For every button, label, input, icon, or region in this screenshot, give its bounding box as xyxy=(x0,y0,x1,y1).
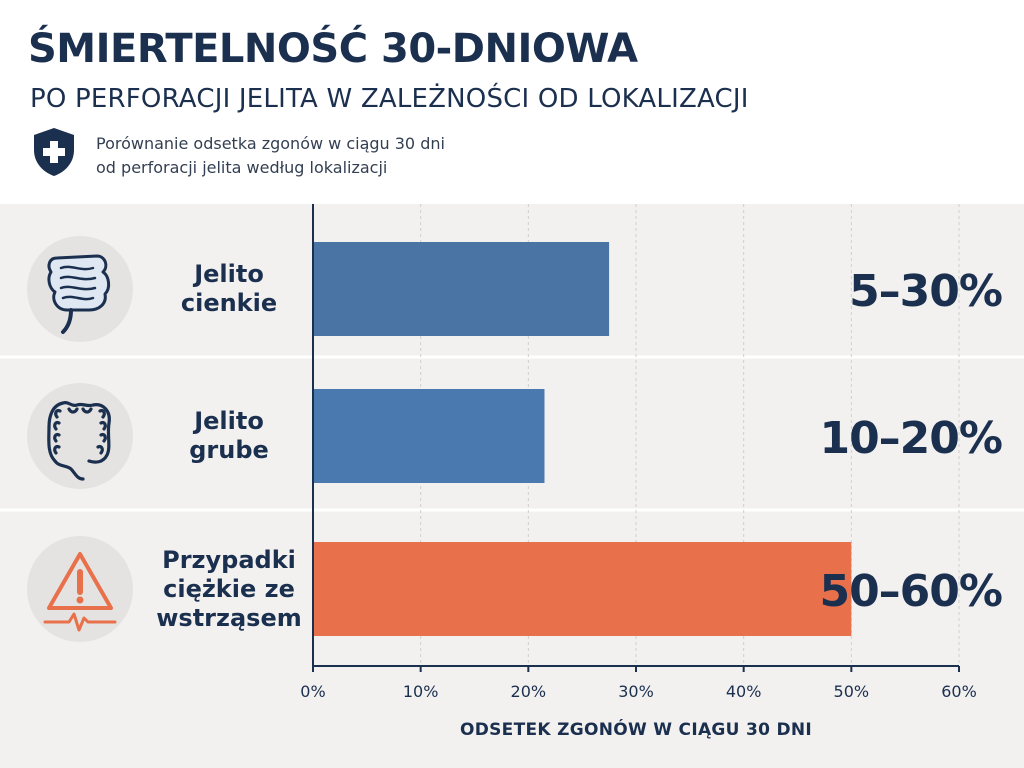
description-line-1: Porównanie odsetka zgonów w ciągu 30 dni xyxy=(96,134,445,153)
range-label-3: 50–60% xyxy=(819,565,1003,617)
category-label-line: grube xyxy=(189,436,269,464)
shield-cross-icon xyxy=(34,128,74,176)
range-label-2: 10–20% xyxy=(819,412,1003,464)
x-tick-label-3: 30% xyxy=(618,682,654,701)
x-tick-label-4: 40% xyxy=(725,682,762,701)
x-tick-label-0: 0% xyxy=(300,682,326,701)
bar-1 xyxy=(313,242,610,336)
x-tick-label-5: 50% xyxy=(833,682,870,701)
category-label-line: ciężkie ze xyxy=(163,574,295,603)
small-intestine-icon xyxy=(27,236,133,342)
bars xyxy=(313,242,852,636)
category-label-line: wstrząsem xyxy=(156,603,302,632)
row-separators xyxy=(0,355,1024,512)
bar-2 xyxy=(313,389,545,483)
range-label-1: 5–30% xyxy=(849,265,1003,317)
category-label-2: Jelito grube xyxy=(154,407,304,465)
x-tick-label-1: 10% xyxy=(402,682,439,701)
chart-subtitle: PO PERFORACJI JELITA W ZALEŻNOŚCI OD LOK… xyxy=(30,84,749,114)
category-label-1: Jelito cienkie xyxy=(154,260,304,318)
bar-3 xyxy=(313,542,852,636)
warning-heartbeat-icon xyxy=(27,536,133,642)
chart-title: ŚMIERTELNOŚĆ 30-DNIOWA xyxy=(28,26,638,72)
axes xyxy=(312,204,960,672)
x-tick-label-6: 60% xyxy=(941,682,977,701)
warning-heartbeat-icon-graphic xyxy=(43,552,117,632)
description-line-2: od perforacji jelita według lokalizacji xyxy=(96,158,388,177)
x-tick-label-2: 20% xyxy=(510,682,547,701)
category-label-line: cienkie xyxy=(180,289,278,317)
category-label-line: Przypadki xyxy=(162,545,296,574)
category-label-3: Przypadki ciężkie ze wstrząsem xyxy=(154,546,304,633)
large-intestine-icon-graphic xyxy=(47,400,111,481)
small-intestine-icon-graphic xyxy=(47,254,111,334)
header: ŚMIERTELNOŚĆ 30-DNIOWA PO PERFORACJI JEL… xyxy=(0,0,1024,204)
x-axis-label: ODSETEK ZGONÓW W CIĄGU 30 DNI xyxy=(459,720,813,740)
category-label-line: Jelito xyxy=(194,260,264,288)
large-intestine-icon xyxy=(27,383,133,489)
chart-description: Porównanie odsetka zgonów w ciągu 30 dni… xyxy=(96,132,445,180)
category-label-line: Jelito xyxy=(194,407,264,435)
